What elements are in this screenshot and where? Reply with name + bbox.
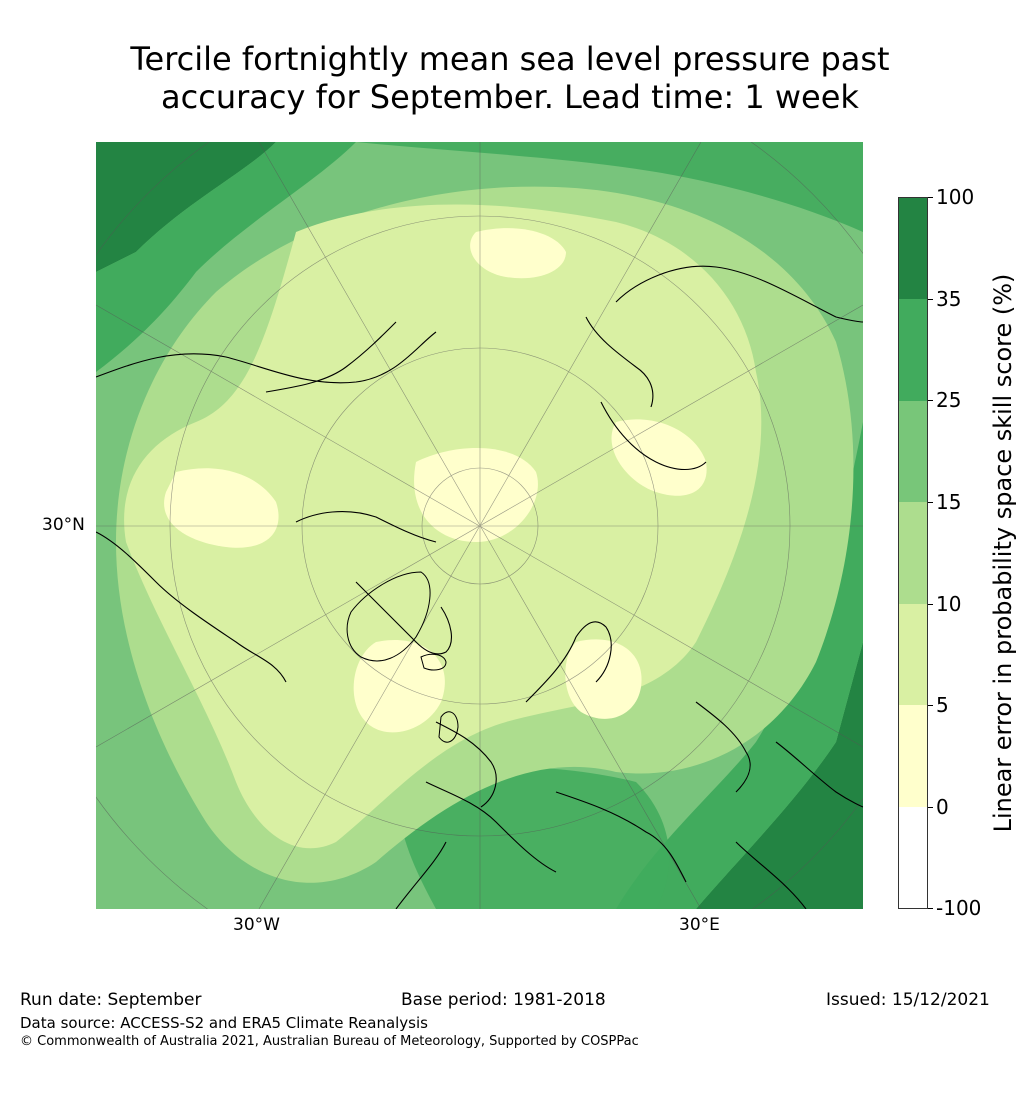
- colorbar-band-15-25: [899, 401, 927, 502]
- coastlines: [96, 265, 863, 909]
- title-line-1: Tercile fortnightly mean sea level press…: [130, 40, 890, 78]
- colorbar-band-35-100: [899, 198, 927, 299]
- issued-date: Issued: 15/12/2021: [826, 990, 990, 1010]
- region-0-5-b: [414, 448, 538, 542]
- colorbar: [898, 197, 928, 909]
- region-ge35-nw: [96, 142, 276, 272]
- region-25-35-n: [356, 142, 863, 232]
- base-period: Base period: 1981-2018: [401, 990, 606, 1010]
- region-0-5-f: [470, 228, 566, 279]
- region-25-35-se: [616, 422, 863, 909]
- chart-title: Tercile fortnightly mean sea level press…: [0, 40, 1020, 116]
- lon-label-30w: 30°W: [233, 915, 280, 935]
- colorbar-band-5-10: [899, 604, 927, 705]
- colorbar-tick-label: 25: [936, 388, 962, 412]
- greenland: [346, 571, 431, 662]
- colorbar-tick-label: 0: [936, 795, 949, 819]
- map-canvas: [96, 142, 863, 909]
- colorbar-tick-mark: [928, 502, 933, 503]
- colorbar-label: Linear error in probability space skill …: [989, 273, 1017, 833]
- data-source: Data source: ACCESS-S2 and ERA5 Climate …: [20, 1014, 428, 1032]
- colorbar-tick-label: 15: [936, 490, 962, 514]
- colorbar-tick-label: 35: [936, 287, 962, 311]
- colorbar-tick-mark: [928, 400, 933, 401]
- colorbar-band-neg100-0: [899, 807, 927, 908]
- run-date: Run date: September: [20, 990, 202, 1010]
- colorbar-tick-mark: [928, 299, 933, 300]
- region-25-35-s: [396, 767, 670, 909]
- title-line-2: accuracy for September. Lead time: 1 wee…: [161, 78, 859, 116]
- colorbar-tick-label: 10: [936, 592, 962, 616]
- british-isles: [438, 711, 459, 743]
- skill-score-map: [96, 142, 863, 909]
- colorbar-tick-mark: [928, 908, 933, 909]
- lat-label-30n: 30°N: [42, 515, 85, 535]
- colorbar-tick-mark: [928, 807, 933, 808]
- region-25-35-nw: [96, 142, 356, 372]
- colorbar-tick-label: 5: [936, 693, 949, 717]
- lon-label-30e: 30°E: [679, 915, 720, 935]
- colorbar-band-10-15: [899, 502, 927, 604]
- copyright: © Commonwealth of Australia 2021, Austra…: [20, 1034, 639, 1049]
- iceland: [420, 653, 447, 671]
- region-ge35-se: [696, 642, 863, 909]
- colorbar-band-0-5: [899, 705, 927, 807]
- colorbar-tick-mark: [928, 705, 933, 706]
- graticule: [96, 142, 863, 909]
- colorbar-tick-label: -100: [936, 896, 982, 920]
- colorbar-tick-mark: [928, 197, 933, 198]
- region-0-5-a: [164, 468, 279, 548]
- colorbar-tick-mark: [928, 604, 933, 605]
- region-0-5-c: [565, 639, 642, 719]
- colorbar-tick-label: 100: [936, 185, 975, 209]
- region-0-5-d: [353, 640, 445, 733]
- colorbar-band-25-35: [899, 299, 927, 401]
